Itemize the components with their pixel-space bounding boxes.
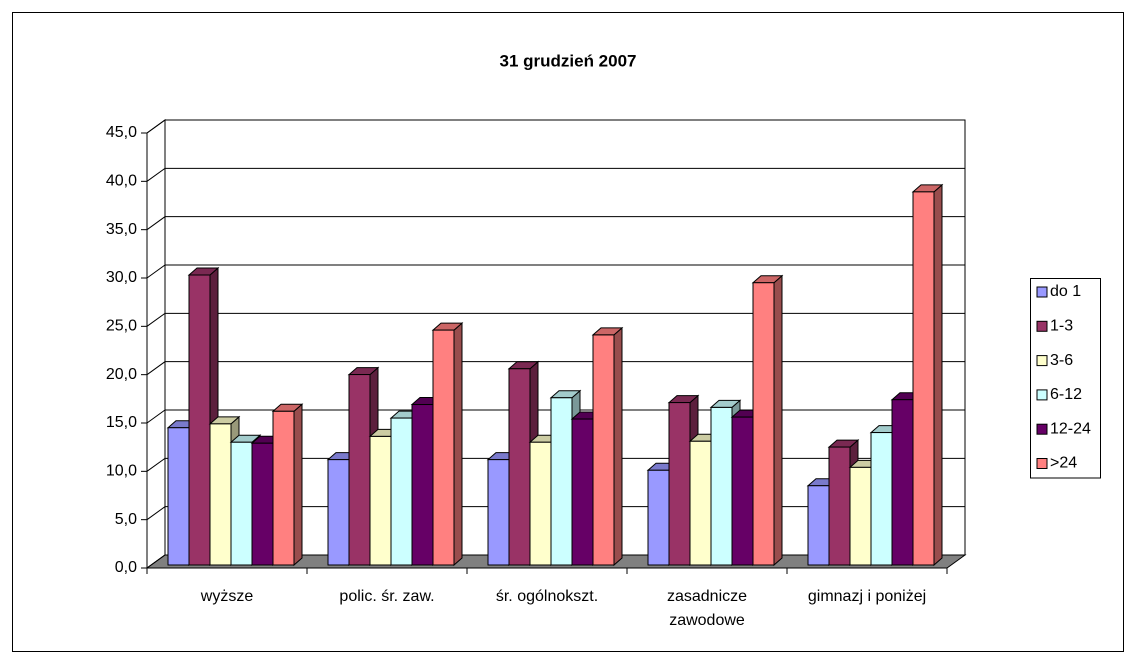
legend-label: do 1 (1050, 283, 1081, 300)
legend-label: >24 (1050, 455, 1077, 472)
legend-swatch (1036, 320, 1048, 332)
legend-label: 6-12 (1050, 386, 1082, 403)
bar-front (272, 410, 295, 566)
bar-side (293, 403, 303, 567)
x-tick-label: śr. ogólnokszt. (495, 588, 599, 605)
y-tick-label: 5,0 (115, 511, 137, 528)
bar-front (230, 441, 253, 566)
legend-label: 12-24 (1050, 420, 1091, 437)
bar-front (571, 418, 594, 566)
bar (751, 274, 784, 567)
bar-front (411, 404, 434, 566)
grid-line (146, 167, 965, 182)
bar-front (529, 441, 552, 566)
bar-front (828, 446, 851, 566)
bar-front (668, 402, 691, 566)
bar-front (731, 416, 754, 566)
y-tick-label: 10,0 (106, 463, 137, 480)
bar-front (432, 329, 455, 566)
bar-front (647, 469, 670, 566)
legend-swatch (1036, 423, 1048, 435)
bar-side (773, 274, 783, 567)
bar (911, 183, 944, 567)
grid-line (146, 216, 965, 231)
bar-side (613, 326, 623, 567)
legend-label: 3-6 (1050, 352, 1073, 369)
bar-front (251, 442, 274, 566)
y-tick-label: 45,0 (106, 124, 137, 141)
bar-front (390, 417, 413, 566)
bar-front (689, 440, 712, 566)
bar-front (348, 374, 371, 566)
y-tick-label: 30,0 (106, 269, 137, 286)
side-wall (146, 119, 166, 569)
x-tick-label: wyższe (200, 588, 254, 605)
y-tick-label: 20,0 (106, 366, 137, 383)
bar-front (508, 368, 531, 566)
bar-front (592, 334, 615, 566)
bar-side (453, 321, 463, 567)
bar-front (188, 274, 211, 566)
x-tick-label: zasadnicze zawodowe (666, 588, 748, 629)
legend-swatch (1036, 286, 1048, 298)
legend-swatch (1036, 389, 1048, 401)
bar-front (550, 397, 573, 566)
bar (591, 326, 624, 567)
bar-front (752, 282, 775, 566)
y-tick-label: 0,0 (115, 559, 137, 576)
y-tick-label: 35,0 (106, 221, 137, 238)
bar-front (487, 459, 510, 566)
legend-box (1030, 278, 1101, 479)
bar-front (327, 459, 350, 566)
bar-front (710, 406, 733, 566)
bar-front (369, 435, 392, 566)
chart-title: 31 grudzień 2007 (499, 51, 636, 70)
grid-line (146, 361, 965, 376)
x-tick-label: polic. śr. zaw. (339, 588, 435, 605)
bar-front (891, 399, 914, 566)
bar-front (849, 466, 872, 566)
bar-front (167, 427, 190, 566)
y-tick-label: 15,0 (106, 414, 137, 431)
bar-front (209, 423, 232, 566)
y-tick-label: 25,0 (106, 318, 137, 335)
bar-front (807, 485, 830, 566)
bar (271, 403, 304, 567)
bar (431, 321, 464, 567)
y-tick-label: 40,0 (106, 173, 137, 190)
legend-label: 1-3 (1050, 318, 1073, 335)
legend-swatch (1036, 458, 1048, 469)
bar-front (870, 432, 893, 566)
grid-line (146, 119, 965, 134)
bar-front (912, 191, 935, 566)
grid-line (146, 312, 965, 327)
bar-side (933, 183, 943, 567)
legend-swatch (1036, 355, 1048, 367)
x-tick-label: gimnazj i poniżej (807, 588, 927, 605)
grid-line (146, 264, 965, 279)
